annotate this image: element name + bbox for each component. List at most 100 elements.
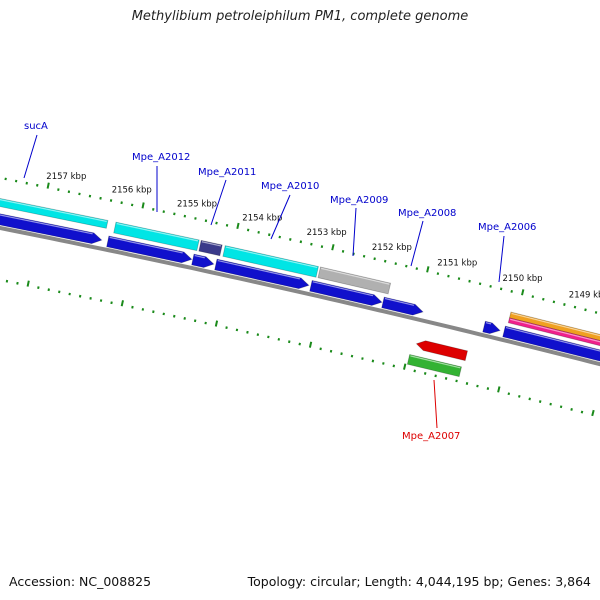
- inner-minor-tick: [371, 359, 375, 363]
- outer-minor-tick: [120, 201, 123, 205]
- outer-minor-tick: [542, 297, 545, 301]
- outer-minor-tick: [489, 284, 492, 288]
- gray-block-mpe-a2009: [317, 266, 392, 295]
- gene-leader-line: [410, 220, 424, 267]
- outer-tick-ring: [4, 177, 598, 314]
- summary-text: Topology: circular; Length: 4,044,195 bp…: [247, 574, 591, 589]
- outer-minor-tick: [162, 210, 165, 214]
- inner-major-tick: [214, 320, 219, 327]
- genome-backbone: [0, 225, 600, 367]
- gene-leader-line: [433, 379, 438, 429]
- gene-label[interactable]: Mpe_A2011: [198, 167, 256, 178]
- inner-minor-tick: [256, 333, 260, 337]
- cds-block-8-highlight: [505, 326, 600, 352]
- outer-minor-tick: [499, 287, 503, 291]
- inner-minor-tick: [110, 301, 113, 305]
- gene-label[interactable]: Mpe_A2009: [330, 195, 388, 206]
- cds-arrow-2-highlight: [109, 236, 183, 254]
- outer-minor-tick: [510, 290, 513, 293]
- inner-minor-tick: [37, 286, 40, 290]
- cds-arrow-1-highlight: [0, 214, 93, 235]
- cyan-block-suca-highlight: [0, 199, 107, 223]
- inner-minor-tick: [277, 337, 281, 341]
- inner-minor-tick: [246, 330, 249, 334]
- outer-minor-tick: [268, 233, 271, 237]
- cds-arrow-6-highlight: [384, 297, 415, 306]
- outer-minor-tick: [405, 264, 408, 268]
- kbp-label: 2157 kbp: [46, 172, 86, 182]
- outer-minor-tick: [552, 300, 556, 304]
- inner-minor-tick: [58, 290, 61, 294]
- kbp-label: 2156 kbp: [112, 186, 152, 196]
- outer-minor-tick: [373, 257, 376, 261]
- outer-minor-tick: [109, 199, 113, 202]
- inner-minor-tick: [455, 379, 458, 383]
- cds-arrow-1: [0, 213, 103, 245]
- inner-minor-tick: [413, 369, 416, 373]
- outer-minor-tick: [4, 177, 7, 181]
- inner-minor-tick: [528, 397, 531, 401]
- inner-minor-tick: [538, 400, 542, 403]
- outer-minor-tick: [457, 277, 461, 281]
- outer-minor-tick: [415, 267, 419, 271]
- gray-block-mpe-a2009-highlight: [321, 267, 390, 285]
- gene-label[interactable]: Mpe_A2006: [478, 222, 536, 233]
- feature-tracks: [0, 198, 600, 378]
- inner-minor-tick: [476, 384, 479, 388]
- inner-minor-tick: [5, 279, 9, 283]
- kbp-labels: 2157 kbp 2156 kbp 2155 kbp 2154 kbp 2153 kbp…: [46, 172, 600, 300]
- inner-major-tick: [403, 363, 407, 370]
- kbp-label: 2150 kbp: [503, 274, 543, 284]
- outer-minor-tick: [225, 223, 229, 227]
- outer-major-tick: [141, 202, 145, 209]
- outer-minor-tick: [257, 230, 260, 234]
- inner-minor-tick: [486, 387, 490, 391]
- magenta-block-highlight: [510, 318, 600, 343]
- kbp-label: 2155 kbp: [177, 200, 217, 210]
- inner-minor-tick: [193, 319, 197, 323]
- gene-leader-line: [210, 179, 227, 226]
- cyan-block-mpe-a2012-highlight: [116, 222, 199, 242]
- kbp-label: 2153 kbp: [307, 228, 347, 238]
- outer-minor-tick: [152, 207, 155, 211]
- outer-major-tick: [331, 244, 335, 251]
- outer-minor-tick: [183, 214, 187, 218]
- kbp-label: 2152 kbp: [372, 243, 412, 253]
- inner-minor-tick: [340, 352, 343, 356]
- inner-minor-tick: [131, 305, 134, 309]
- inner-minor-tick: [225, 326, 228, 330]
- outer-minor-tick: [215, 221, 218, 225]
- outer-major-tick: [46, 182, 50, 189]
- inner-minor-tick: [288, 340, 291, 344]
- cyan-block-mpe-a2010-highlight: [225, 246, 318, 269]
- cyan-block-mpe-a2010: [222, 245, 319, 278]
- outer-minor-tick: [278, 235, 281, 239]
- inner-minor-tick: [392, 364, 396, 368]
- outer-major-tick: [426, 266, 430, 273]
- gene-leader-line: [270, 194, 291, 240]
- inner-major-tick: [591, 409, 595, 417]
- kbp-label: 2151 kbp: [437, 258, 477, 268]
- gene-label[interactable]: Mpe_A2007: [402, 431, 460, 442]
- inner-minor-tick: [16, 281, 19, 285]
- outer-minor-tick: [194, 217, 197, 220]
- outer-minor-tick: [57, 188, 60, 192]
- red-arrow-mpe-a2007: [415, 340, 469, 362]
- outer-minor-tick: [173, 212, 176, 216]
- gene-label[interactable]: Mpe_A2012: [132, 152, 190, 163]
- gene-label[interactable]: Mpe_A2008: [398, 208, 456, 219]
- cds-arrow-4-highlight: [217, 259, 300, 280]
- navy-block-mpe-a2011: [198, 239, 223, 257]
- outer-minor-tick: [531, 295, 535, 299]
- gene-label[interactable]: sucA: [24, 121, 48, 132]
- cyan-block-suca: [0, 198, 109, 229]
- inner-minor-tick: [465, 382, 469, 385]
- inner-minor-tick: [559, 405, 563, 409]
- cds-arrow-6: [381, 296, 424, 316]
- outer-major-tick: [236, 222, 240, 230]
- outer-minor-tick: [25, 181, 28, 185]
- outer-minor-tick: [88, 194, 92, 198]
- gene-label[interactable]: Mpe_A2010: [261, 181, 319, 192]
- outer-minor-tick: [299, 240, 303, 244]
